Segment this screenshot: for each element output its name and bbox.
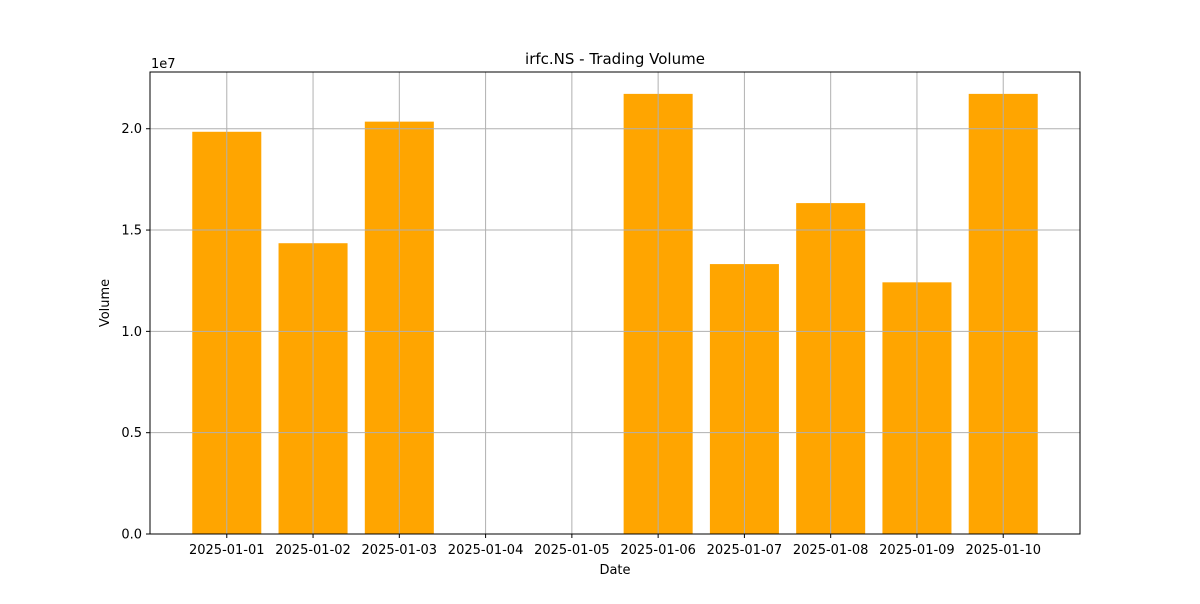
chart-title: irfc.NS - Trading Volume bbox=[525, 50, 705, 68]
plot-frame bbox=[149, 71, 1081, 535]
x-axis-label: Date bbox=[599, 563, 630, 578]
y-tick-label: 2.0 bbox=[121, 122, 142, 137]
x-tick-label: 2025-01-02 bbox=[275, 543, 351, 558]
x-tick-label: 2025-01-07 bbox=[707, 543, 783, 558]
x-tick-label: 2025-01-01 bbox=[189, 543, 265, 558]
y-tick-label: 1.0 bbox=[121, 325, 142, 340]
y-axis-label: Volume bbox=[98, 279, 113, 327]
x-tick-label: 2025-01-05 bbox=[534, 543, 610, 558]
x-tick-label: 2025-01-04 bbox=[448, 543, 524, 558]
x-tick-label: 2025-01-03 bbox=[362, 543, 438, 558]
y-tick-label: 0.0 bbox=[121, 528, 142, 543]
bars bbox=[192, 93, 1038, 534]
x-tick-label: 2025-01-10 bbox=[965, 543, 1041, 558]
y-tick-label: 0.5 bbox=[121, 426, 142, 441]
y-scale-label: 1e7 bbox=[151, 57, 176, 72]
axis-ticks: 0.0 0.5 1.0 1.5 2.0 2025-01-01 2025-01-02 2025-… bbox=[121, 122, 1041, 558]
y-tick-label: 1.5 bbox=[121, 224, 142, 239]
x-tick-label: 2025-01-06 bbox=[620, 543, 696, 558]
x-tick-label: 2025-01-09 bbox=[879, 543, 955, 558]
x-tick-label: 2025-01-08 bbox=[793, 543, 869, 558]
